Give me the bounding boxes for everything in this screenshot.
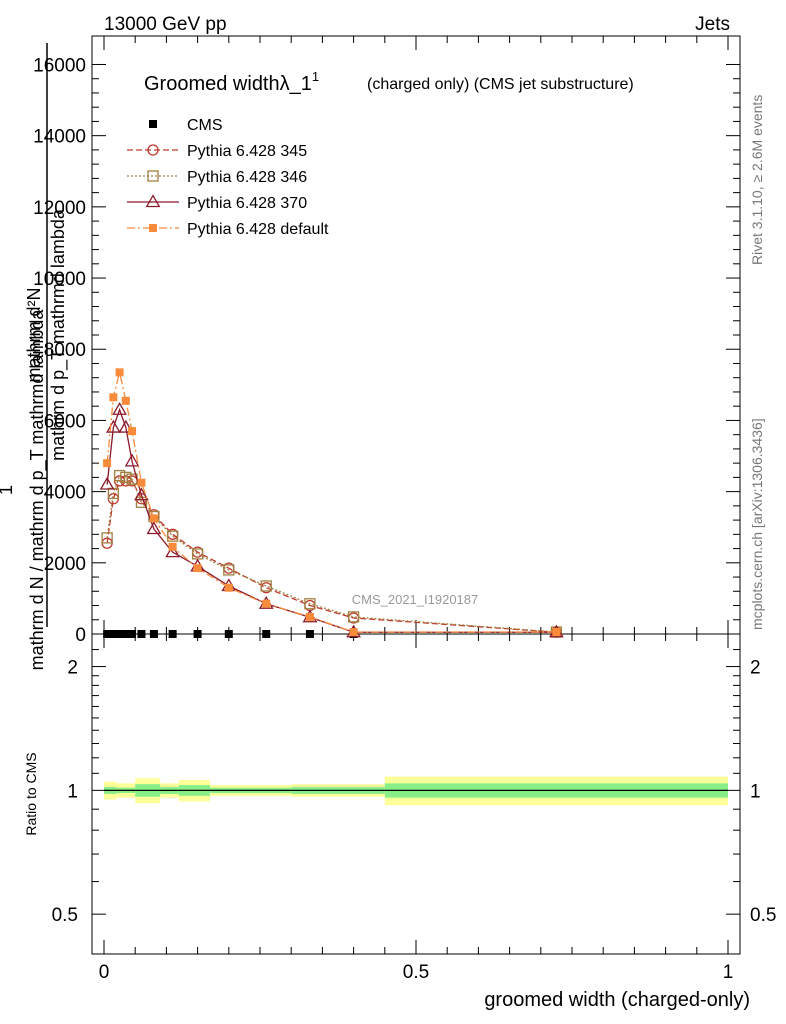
- series-line: [106, 407, 557, 633]
- point-triangle-open: [165, 544, 181, 558]
- point-square-open: [260, 580, 272, 592]
- legend: CMS Pythia 6.428 345 Pythia 6.428 346 Pythi…: [127, 117, 329, 238]
- legend-label: Pythia 6.428 346: [187, 169, 307, 186]
- legend-label: Pythia 6.428 370: [187, 195, 307, 212]
- main-y-label: mathrm d²N mathrm d p_T mathrmd lambda: [24, 43, 69, 627]
- point-square: [137, 630, 146, 638]
- point-triangle-open: [99, 476, 115, 490]
- x-axis: 0 0.5 1: [99, 36, 734, 983]
- rivet-label: Rivet 3.1.10, ≥ 2.6M events: [749, 95, 765, 265]
- point-square: [149, 224, 157, 232]
- main-y-label-tertiary: mathrm d N / mathrm d p_T mathrmd lambda: [27, 309, 48, 671]
- point-triangle-open: [118, 419, 134, 433]
- point-square-open: [304, 598, 316, 610]
- point-square: [168, 542, 177, 551]
- point-square: [193, 630, 202, 638]
- x-tick-label: 0: [99, 962, 110, 983]
- point-square: [109, 630, 118, 638]
- point-square-open: [120, 471, 132, 484]
- y-tick-label: 8000: [44, 340, 86, 361]
- point-triangle-open: [112, 402, 127, 415]
- ratio-uncertainty-bands: [104, 776, 728, 806]
- ratio-tick-label-right: 0.5: [750, 905, 776, 926]
- point-square: [224, 583, 233, 592]
- x-tick-label: 0.5: [403, 962, 429, 983]
- series-4: [103, 368, 561, 637]
- point-triangle-open: [145, 194, 161, 208]
- ratio-tick-label: 1: [67, 781, 78, 802]
- point-square: [224, 630, 233, 638]
- point-square: [552, 628, 561, 637]
- y-tick-label: 0: [75, 625, 86, 646]
- point-square: [305, 612, 314, 621]
- y-tick-label: 4000: [44, 483, 86, 504]
- header-left: 13000 GeV pp: [104, 14, 227, 35]
- point-square: [349, 628, 358, 637]
- point-square: [121, 396, 130, 405]
- point-triangle-open: [146, 521, 162, 535]
- y-tick-label: 6000: [44, 411, 86, 432]
- y-tick-label: 14000: [33, 127, 86, 148]
- series-3: [99, 402, 564, 638]
- x-axis-label: groomed width (charged-only): [484, 989, 750, 1011]
- ratio-axes: 0.5 0.5 1 1 2 2: [52, 649, 776, 926]
- series-line: [106, 372, 557, 633]
- main-y-label-secondary: 1: [0, 485, 16, 495]
- point-square: [103, 459, 112, 468]
- point-square: [193, 564, 202, 573]
- legend-label: Pythia 6.428 345: [187, 143, 307, 160]
- point-square: [149, 514, 158, 523]
- point-square: [305, 630, 314, 638]
- point-square-open: [135, 496, 148, 508]
- ylabel-denominator: mathrm d p_T mathrmd lambda: [48, 208, 69, 461]
- point-square: [149, 120, 157, 128]
- series-2: [101, 469, 563, 638]
- point-square-open: [223, 564, 235, 576]
- ylabel-one: 1: [0, 485, 16, 495]
- x-tick-label: 1: [723, 962, 734, 983]
- point-square: [109, 393, 118, 402]
- point-square-open: [147, 170, 159, 182]
- data-series: [99, 368, 564, 638]
- point-square: [121, 630, 130, 638]
- y-tick-label: 16000: [33, 55, 86, 76]
- ratio-tick-label: 2: [67, 658, 78, 679]
- chart-title: Groomed widthλ_11: [144, 69, 319, 95]
- ratio-tick-label-right: 1: [750, 781, 761, 802]
- ylabel-dn: mathrm d N / mathrm d p_T mathrmd lambda: [27, 309, 48, 671]
- ratio-tick-label: 0.5: [52, 905, 78, 926]
- point-square-open: [347, 611, 360, 623]
- y-tick-label: 2000: [44, 554, 86, 575]
- mcplots-label: mcplots.cern.ch [arXiv:1306.3436]: [749, 418, 765, 630]
- ylabel-numerator: mathrm d²N: [24, 287, 44, 382]
- legend-label: Pythia 6.428 default: [187, 221, 329, 238]
- point-square: [128, 427, 137, 436]
- legend-label: CMS: [187, 117, 223, 134]
- point-square: [149, 630, 158, 638]
- point-square: [115, 368, 124, 377]
- point-square: [137, 478, 146, 487]
- point-square-open: [101, 532, 113, 544]
- point-triangle-open: [134, 487, 149, 501]
- watermark: CMS_2021_I1920187: [352, 592, 479, 607]
- point-square: [262, 630, 271, 638]
- point-square: [103, 630, 112, 638]
- point-square: [128, 630, 137, 638]
- point-square: [262, 599, 271, 608]
- ratio-tick-label-right: 2: [750, 658, 761, 679]
- point-square: [168, 630, 177, 638]
- point-square: [115, 630, 124, 638]
- ratio-y-label: Ratio to CMS: [23, 752, 39, 835]
- point-square-open: [166, 530, 179, 542]
- header-right: Jets: [695, 14, 730, 35]
- point-square-open: [113, 469, 126, 482]
- chart-subtitle: (charged only) (CMS jet substructure): [367, 76, 634, 93]
- point-triangle-open: [124, 453, 140, 467]
- point-circle-open: [147, 144, 159, 156]
